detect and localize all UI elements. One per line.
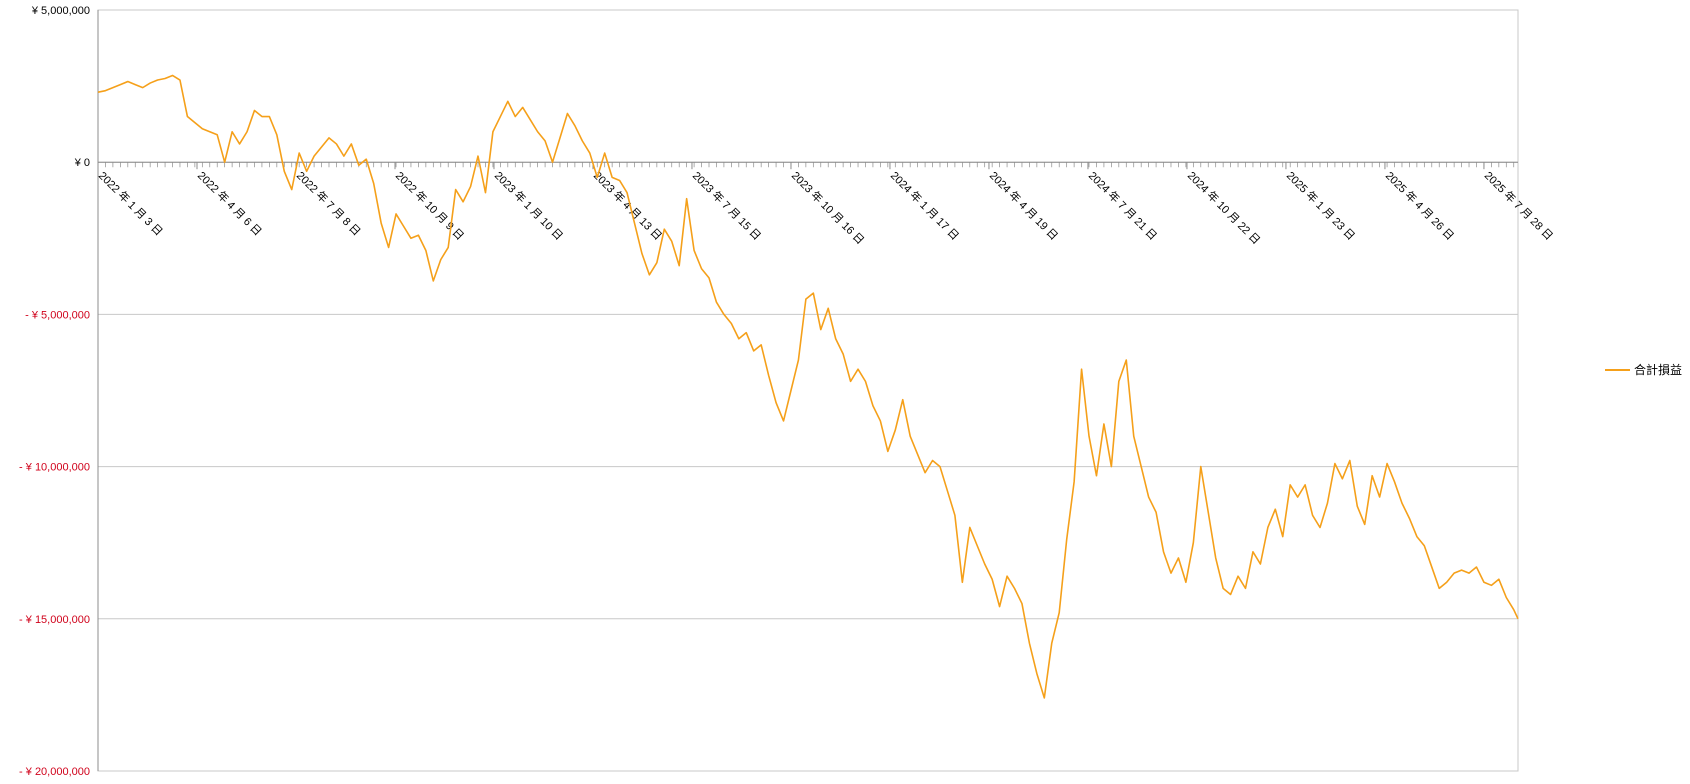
y-axis-tick-labels: ¥ 5,000,000 ¥ 0 - ¥ 5,000,000 - ¥ 10,000,00… <box>19 5 90 778</box>
x-tick-label: 2024 年 10 月 22 日 <box>1185 168 1264 247</box>
x-tick-label: 2025 年 1 月 23 日 <box>1284 168 1358 242</box>
x-tick-label: 2024 年 7 月 21 日 <box>1086 168 1160 242</box>
x-tick-label: 2025 年 7 月 28 日 <box>1482 168 1556 242</box>
legend-label: 合計損益 <box>1634 362 1682 377</box>
x-tick-label: 2022 年 7 月 8 日 <box>294 168 364 238</box>
grid-layer <box>98 9 1518 772</box>
plot-frame <box>97 9 1519 772</box>
y-tick-label: - ¥ 10,000,000 <box>19 462 90 474</box>
series-line-0 <box>97 74 1519 699</box>
x-tick-label: 2023 年 7 月 15 日 <box>690 168 764 242</box>
x-tick-label: 2023 年 10 月 16 日 <box>789 168 868 247</box>
x-tick-label: 2022 年 4 月 6 日 <box>195 168 265 238</box>
x-tick-label: 2022 年 1 月 3 日 <box>96 168 166 238</box>
x-tick-label: 2023 年 4 月 13 日 <box>591 168 665 242</box>
y-tick-label: - ¥ 20,000,000 <box>19 766 90 778</box>
y-tick-label: - ¥ 15,000,000 <box>19 614 90 626</box>
x-tick-label: 2023 年 1 月 10 日 <box>492 168 566 242</box>
x-tick-label: 2024 年 4 月 19 日 <box>987 168 1061 242</box>
y-tick-label: - ¥ 5,000,000 <box>25 309 90 321</box>
series-layer <box>97 74 1519 699</box>
x-tick-label: 2025 年 4 月 26 日 <box>1383 168 1457 242</box>
axis-layer <box>97 9 1519 772</box>
y-tick-label: ¥ 5,000,000 <box>31 5 90 17</box>
x-tick-label: 2022 年 10 月 9 日 <box>393 168 467 242</box>
x-axis-tick-labels: 2022 年 1 月 3 日 2022 年 4 月 6 日 2022 年 7 月 8… <box>96 168 1556 247</box>
legend: 合計損益 <box>1605 362 1682 377</box>
y-tick-label: ¥ 0 <box>74 157 90 169</box>
x-tick-label: 2024 年 1 月 17 日 <box>888 168 962 242</box>
